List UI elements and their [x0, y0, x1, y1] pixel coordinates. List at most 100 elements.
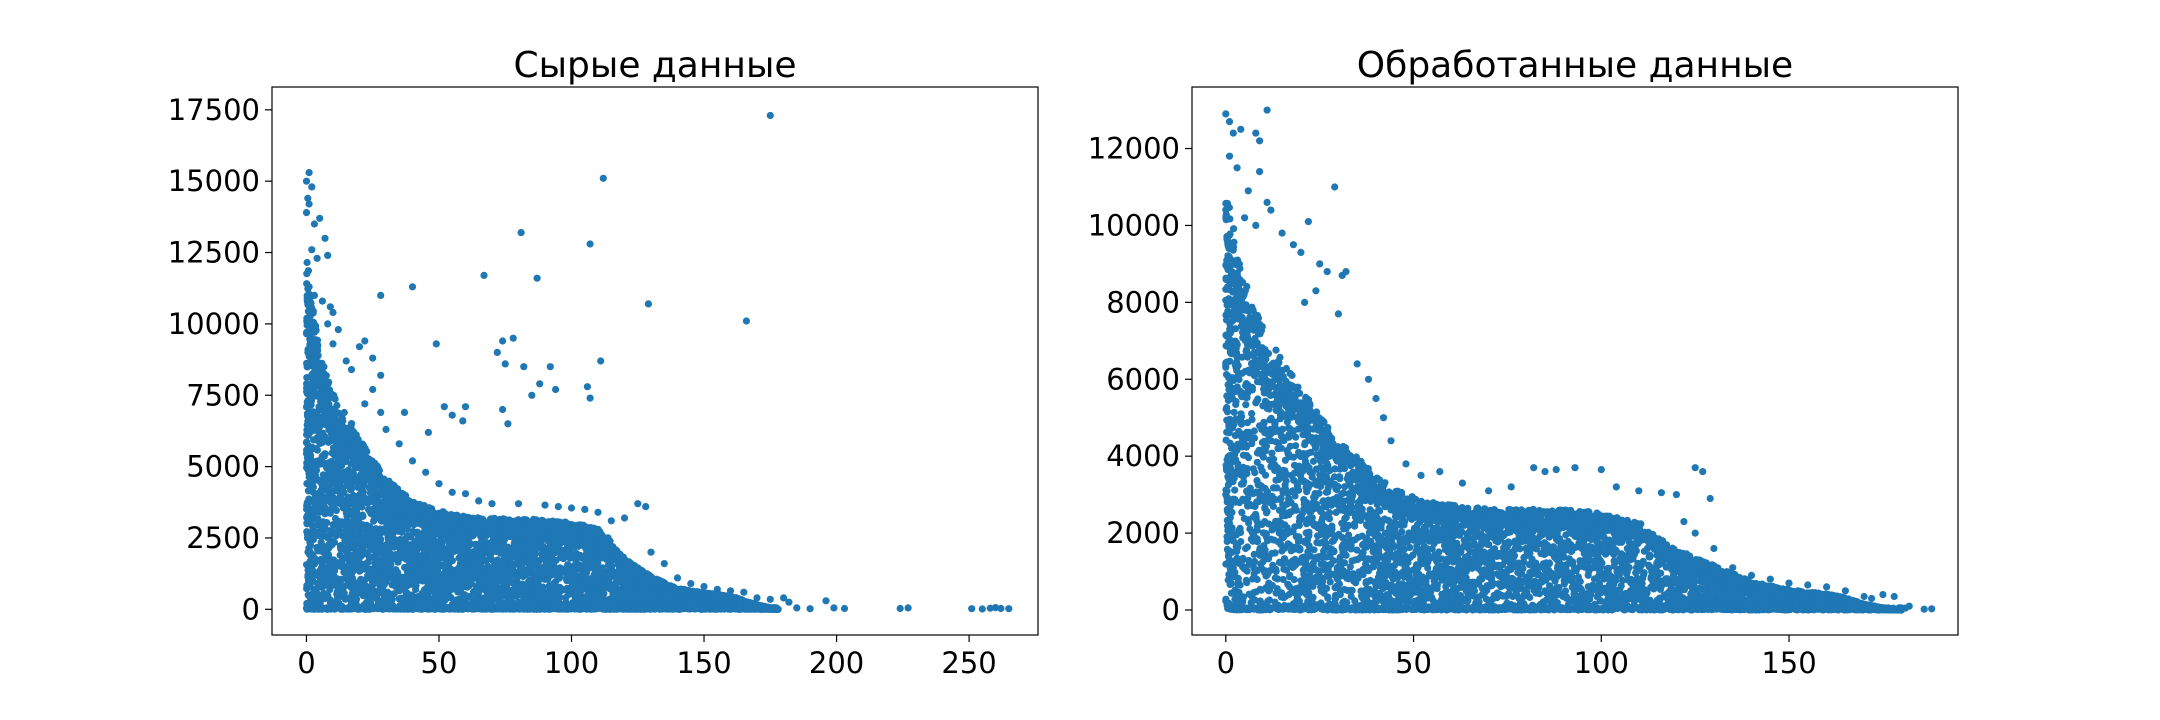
left-scatter-point — [380, 581, 388, 589]
left-scatter-point — [382, 569, 390, 577]
left-scatter-point — [353, 552, 361, 560]
left-scatter-panel: Сырые данные 0 50 100 150 200 250 02500500075… — [168, 45, 1039, 680]
left-scatter-point — [320, 524, 328, 532]
left-scatter-point — [385, 537, 393, 545]
left-scatter-point — [611, 589, 619, 598]
left-scatter-point — [452, 570, 460, 578]
left-scatter-point — [336, 489, 344, 497]
left-scatter-point — [366, 523, 374, 531]
left-scatter-point — [569, 543, 577, 551]
left-scatter-point — [483, 574, 491, 582]
left-scatter-point — [427, 547, 435, 555]
left-scatter-point — [320, 452, 328, 460]
left-scatter-point — [333, 590, 341, 598]
left-scatter-point — [598, 554, 606, 562]
left-scatter-point — [307, 470, 315, 478]
left-scatter-point — [445, 559, 453, 568]
left-scatter-point — [484, 545, 492, 553]
left-scatter-point — [582, 572, 590, 581]
left-scatter-point — [622, 586, 630, 594]
left-scatter-point — [343, 502, 351, 510]
left-scatter-point — [555, 574, 564, 582]
left-scatter-point — [428, 560, 436, 568]
left-scatter-point — [407, 553, 415, 561]
left-scatter-point — [346, 522, 354, 530]
left-scatter-point — [339, 475, 347, 484]
left-scatter-point — [535, 585, 543, 593]
left-scatter-point — [415, 553, 423, 561]
left-scatter-point — [326, 509, 334, 517]
left-scatter-point — [562, 593, 570, 602]
left-scatter-point — [621, 595, 630, 603]
left-scatter-point — [408, 596, 417, 604]
left-scatter-point — [518, 568, 526, 576]
left-scatter-point — [512, 592, 520, 600]
left-scatter-point — [383, 514, 391, 522]
left-scatter-point — [313, 543, 321, 552]
left-scatter-point — [392, 583, 400, 591]
left-scatter-point — [348, 589, 357, 597]
left-scatter-point — [384, 549, 392, 557]
left-scatter-point — [311, 585, 319, 593]
left-scatter-point — [469, 548, 477, 556]
left-scatter-point — [303, 438, 311, 446]
left-scatter-point — [466, 592, 474, 601]
left-scatter-point — [397, 594, 405, 602]
left-scatter-point — [434, 579, 442, 588]
left-scatter-point — [512, 544, 520, 552]
left-scatter-point — [357, 522, 366, 530]
left-scatter-point — [328, 540, 336, 548]
left-scatter-point — [483, 589, 492, 597]
left-scatter-point — [347, 460, 355, 468]
left-scatter-point — [467, 580, 475, 588]
left-scatter-point — [577, 594, 585, 602]
left-scatter-point — [313, 458, 321, 466]
left-scatter-point — [591, 567, 600, 575]
left-scatter-point — [414, 566, 422, 574]
left-scatter-point — [319, 570, 327, 578]
left-scatter-point — [468, 565, 476, 574]
left-scatter-point — [303, 258, 311, 267]
left-scatter-point — [349, 469, 357, 477]
left-scatter-point — [368, 505, 376, 513]
left-scatter-point — [535, 544, 543, 552]
left-scatter-point — [429, 569, 437, 577]
left-chart-title: Сырые данные — [513, 45, 796, 86]
left-scatter-point — [331, 530, 339, 538]
left-scatter-point — [415, 592, 423, 601]
left-scatter-point — [303, 399, 311, 407]
left-scatter-point — [435, 553, 443, 562]
left-scatter-point — [317, 478, 325, 487]
left-scatter-point — [392, 537, 400, 545]
left-scatter-point — [493, 543, 501, 551]
left-scatter-point — [303, 464, 311, 472]
left-scatter-point — [448, 584, 456, 592]
left-scatter-point — [416, 530, 424, 538]
left-scatter-point — [577, 587, 586, 595]
left-scatter-point — [311, 555, 319, 563]
left-scatter-point — [533, 560, 541, 568]
left-scatter-point — [405, 566, 413, 574]
left-scatter-point — [503, 566, 511, 575]
left-scatter-point — [489, 556, 497, 564]
left-scatter-point — [345, 574, 353, 582]
left-scatter-point — [538, 570, 546, 579]
left-scatter-point — [424, 588, 432, 596]
left-scatter-point — [662, 593, 671, 601]
left-scatter-point — [358, 488, 366, 496]
left-scatter-point — [510, 580, 519, 588]
left-scatter-point — [520, 584, 528, 592]
left-scatter-point — [303, 531, 312, 539]
left-scatter-point — [333, 451, 341, 459]
left-scatter-point — [303, 511, 311, 520]
left-scatter-point — [307, 393, 316, 401]
left-scatter-point — [372, 554, 380, 562]
left-scatter-point — [329, 488, 337, 496]
left-scatter-point — [630, 590, 638, 598]
left-scatter-point — [367, 582, 375, 591]
left-scatter-point — [321, 595, 329, 603]
left-scatter-point — [484, 562, 492, 570]
left-scatter-point — [309, 483, 317, 491]
left-scatter-point — [512, 550, 520, 559]
